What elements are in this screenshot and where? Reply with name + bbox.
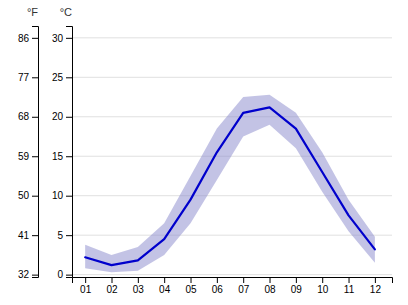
axis-line	[73, 278, 393, 284]
tick-mark	[66, 275, 72, 276]
tick-mark	[32, 38, 38, 39]
tick: 08	[264, 277, 276, 295]
tick-mark	[375, 277, 376, 283]
tick-mark	[270, 277, 271, 283]
tick-mark	[85, 277, 86, 283]
tick-label: 59	[18, 151, 30, 162]
tick: 10	[317, 277, 329, 295]
tick-mark	[243, 277, 244, 283]
tick: 41	[18, 230, 38, 241]
plot: 0102030405060708091011120510152025303241…	[18, 6, 393, 295]
tick: 50	[18, 190, 38, 201]
tick-mark	[32, 117, 38, 118]
tick-label: 86	[18, 33, 30, 44]
axis-line	[66, 27, 73, 278]
tick-mark	[66, 117, 72, 118]
tick: 68	[18, 111, 38, 122]
tick-label: 01	[80, 284, 92, 295]
tick: 0	[57, 269, 72, 280]
grid-line	[72, 235, 392, 236]
tick-label: 03	[133, 284, 145, 295]
tick: 32	[18, 269, 38, 280]
tick-label: 41	[18, 230, 30, 241]
tick: 07	[238, 277, 250, 295]
tick-label: 32	[18, 269, 30, 280]
tick-label: 07	[238, 284, 250, 295]
tick: 02	[106, 277, 118, 295]
tick: 05	[185, 277, 197, 295]
tick-label: 11	[344, 284, 355, 295]
tick-mark	[32, 77, 38, 78]
grid	[72, 38, 392, 275]
tick-mark	[66, 235, 72, 236]
grid-line	[72, 77, 392, 78]
tick-mark	[164, 277, 165, 283]
tick-mark	[66, 196, 72, 197]
tick: 09	[291, 277, 303, 295]
tick-label: 15	[52, 151, 64, 162]
tick-mark	[217, 277, 218, 283]
tick: 04	[159, 277, 171, 295]
x-axis: 01 02 03 04 05 06 07 08 09 10 11 12	[73, 277, 393, 295]
tick-mark	[32, 196, 38, 197]
grid-line	[72, 156, 392, 157]
tick-label: 25	[52, 72, 64, 83]
tick: 01	[80, 277, 92, 295]
tick-label: 12	[370, 284, 382, 295]
tick-mark	[322, 277, 323, 283]
tick-label: 02	[106, 284, 118, 295]
tick-mark	[66, 77, 72, 78]
tick-label: 5	[57, 230, 63, 241]
tick-label: 68	[18, 111, 30, 122]
tick: 77	[18, 72, 38, 83]
tick: 11	[344, 277, 355, 295]
chart: 0102030405060708091011120510152025303241…	[0, 0, 408, 305]
tick-label: 06	[212, 284, 224, 295]
tick: 25	[52, 72, 72, 83]
tick-mark	[296, 277, 297, 283]
tick-label: 04	[159, 284, 171, 295]
tick: 86	[18, 33, 38, 44]
tick-mark	[112, 277, 113, 283]
y2-axis: 32 41 50 59 68 77 86	[18, 27, 39, 281]
y-axis: 0 5 10 15 20 25 30	[52, 27, 73, 281]
tick-mark	[349, 277, 350, 283]
tick: 15	[52, 151, 72, 162]
tick-mark	[66, 156, 72, 157]
grid-line	[72, 37, 392, 38]
tick-mark	[32, 156, 38, 157]
tick-mark	[32, 235, 38, 236]
tick-label: 20	[52, 111, 64, 122]
tick: 03	[133, 277, 145, 295]
tick-label: 09	[291, 284, 303, 295]
band	[85, 95, 375, 273]
tick-mark	[66, 38, 72, 39]
tick-label: 30	[52, 33, 64, 44]
tick: 20	[52, 111, 72, 122]
tick-label: 05	[185, 284, 197, 295]
line	[85, 107, 375, 265]
tick-label: 10	[317, 284, 329, 295]
tick-label: 0	[57, 269, 63, 280]
axis-title: °C	[60, 6, 72, 18]
marks	[85, 95, 375, 273]
tick-mark	[191, 277, 192, 283]
tick-mark	[138, 277, 139, 283]
tick-label: 10	[52, 190, 64, 201]
tick: 10	[52, 190, 72, 201]
grid-line	[72, 274, 392, 275]
tick: 12	[370, 277, 382, 295]
tick-label: 77	[18, 72, 30, 83]
tick: 06	[212, 277, 224, 295]
tick: 30	[52, 33, 72, 44]
axis-title: °F	[27, 6, 38, 18]
tick: 5	[57, 230, 72, 241]
tick-label: 08	[264, 284, 276, 295]
tick: 59	[18, 151, 38, 162]
axis-line	[32, 27, 39, 278]
tick-label: 50	[18, 190, 30, 201]
tick-mark	[32, 275, 38, 276]
